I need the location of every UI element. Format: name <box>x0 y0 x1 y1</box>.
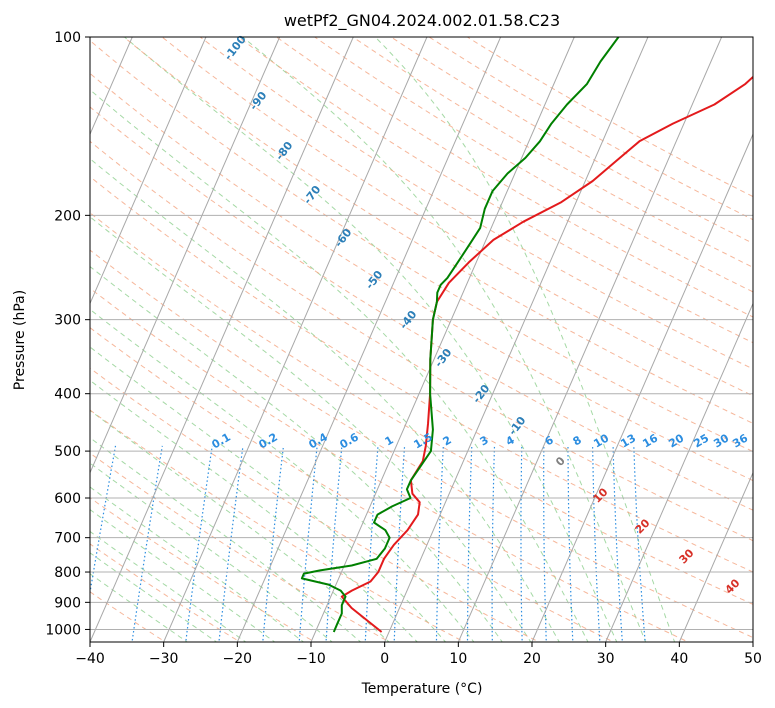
y-tick-label: 200 <box>54 208 81 224</box>
y-tick-label: 500 <box>54 444 81 460</box>
mixing-ratio-line <box>567 445 574 642</box>
dry-adiabat-line <box>90 140 753 542</box>
mixing-ratio-line <box>435 445 444 642</box>
mixing-ratio-line <box>393 445 406 642</box>
mixing-ratio-line <box>262 445 285 642</box>
moist-adiabat-line <box>90 265 503 642</box>
mixing-ratio-line <box>520 445 523 642</box>
y-tick-label: 400 <box>54 387 81 403</box>
dry-adiabat-line <box>90 409 466 642</box>
mixing-ratio-line <box>185 445 213 642</box>
dewpoint-line <box>300 37 620 633</box>
chart-title: wetPf2_GN04.2024.002.01.58.C23 <box>284 11 560 31</box>
isobars <box>90 37 753 630</box>
moist-adiabat-line <box>90 509 276 642</box>
profiles <box>300 37 753 633</box>
x-tick-label: 40 <box>670 651 688 667</box>
y-axis: 1000 900 800 700 600 500 400 300 200 100 <box>45 30 90 638</box>
moist-adiabat-line <box>374 37 676 642</box>
moist-adiabat-line <box>90 308 475 642</box>
isotherm-line <box>90 37 354 642</box>
y-tick-label: 700 <box>54 531 81 547</box>
x-axis: −40 −30 −20 −10 0 10 20 30 40 50 <box>75 642 762 667</box>
moist-adiabat-line <box>90 158 560 642</box>
moist-adiabat-line <box>90 552 218 642</box>
moist-adiabat-line <box>90 89 589 642</box>
dry-adiabat-line <box>313 37 753 293</box>
dry-adiabat-line <box>275 37 753 318</box>
moist-adiabat-line <box>90 573 189 642</box>
x-tick-label: 30 <box>597 651 615 667</box>
y-tick-label: 600 <box>54 491 81 507</box>
moist-adiabat-line <box>241 37 647 642</box>
x-tick-label: 20 <box>523 651 541 667</box>
mixing-ratio-line <box>218 445 244 642</box>
temperature-line <box>340 75 753 633</box>
y-tick-label: 300 <box>54 313 81 329</box>
x-tick-label: −10 <box>296 651 326 667</box>
mixing-ratio-line <box>543 445 547 642</box>
isotherm-line <box>531 132 753 642</box>
y-tick-label: 800 <box>54 565 81 581</box>
isotherm-line <box>605 302 753 642</box>
dry-adiabat-line <box>90 212 753 605</box>
dry-adiabat-line <box>90 176 753 573</box>
isotherm-line <box>90 37 281 474</box>
mixing-ratio-line <box>325 445 343 642</box>
x-axis-label: Temperature (°C) <box>361 681 483 697</box>
mixing-ratio-line <box>298 445 318 642</box>
isotherm-line <box>457 37 723 642</box>
moist-adiabat-line <box>90 462 333 642</box>
isotherm-line <box>90 37 207 305</box>
x-tick-label: 50 <box>744 651 762 667</box>
isotherm-line <box>310 37 575 642</box>
isotherm-line <box>163 37 428 642</box>
y-tick-label: 100 <box>54 30 81 46</box>
isotherm-line <box>236 37 502 642</box>
mixing-ratio-line <box>131 445 163 642</box>
plot-area <box>90 37 753 642</box>
x-tick-label: 0 <box>380 651 389 667</box>
isotherm-line <box>678 471 753 642</box>
moist-adiabat-line <box>90 346 447 642</box>
moist-adiabat-line <box>90 486 305 642</box>
x-tick-label: −30 <box>149 651 179 667</box>
moist-adiabat-line <box>90 409 390 642</box>
mixing-ratio-line <box>592 445 601 642</box>
x-tick-label: 10 <box>449 651 467 667</box>
y-axis-label: Pressure (hPa) <box>12 290 28 390</box>
x-tick-label: −20 <box>223 651 253 667</box>
dry-adiabat-line <box>199 37 753 370</box>
moist-adiabat-line <box>90 530 247 642</box>
isotherm-line <box>384 37 649 642</box>
mixing-ratio-line <box>612 445 624 642</box>
isotherms <box>90 37 753 642</box>
dry-adiabat-line <box>123 37 753 424</box>
plot-frame <box>89 36 754 643</box>
y-tick-label: 1000 <box>45 622 81 638</box>
x-tick-label: −40 <box>75 651 105 667</box>
y-tick-label: 900 <box>54 595 81 611</box>
dry-adiabat-line <box>90 72 753 482</box>
